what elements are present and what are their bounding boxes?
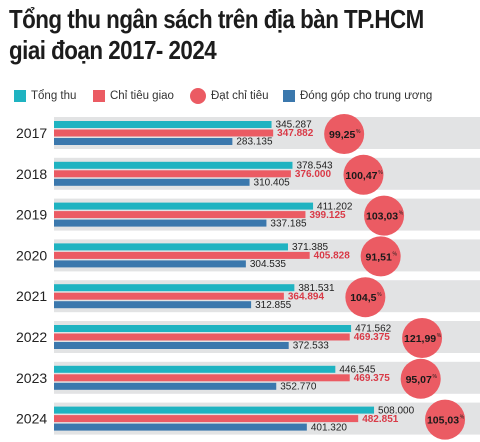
badge-value: 104,5 — [350, 292, 376, 304]
bar-dong-gop — [54, 219, 267, 227]
badge-value: 99,25 — [329, 129, 355, 141]
bar-dong-gop — [54, 342, 289, 349]
year-label: 2023 — [16, 370, 47, 386]
legend-item-dong-gop: Đóng góp cho trung ương — [283, 85, 432, 107]
badge-dat-chi-tieu — [364, 195, 405, 236]
badge-unit: % — [437, 333, 442, 339]
value-label-dong-gop: 312.855 — [255, 300, 292, 311]
legend-swatch-tong-thu — [14, 90, 26, 102]
badge-unit: % — [377, 292, 382, 298]
value-label-tong-thu: 508.000 — [378, 405, 415, 416]
year-label: 2017 — [16, 125, 47, 141]
badge-value: 103,03 — [366, 211, 398, 223]
legend-swatch-dat-chi-tieu — [190, 88, 206, 104]
bar-chi-tieu-giao — [54, 211, 306, 219]
value-label-tong-thu: 378.543 — [296, 161, 333, 172]
badge-unit: % — [433, 374, 438, 380]
year-label: 2018 — [16, 166, 47, 182]
value-label-dong-gop: 310.405 — [254, 178, 291, 189]
bar-tong-thu — [54, 121, 272, 128]
value-label-dong-gop: 283.135 — [236, 137, 273, 148]
badge-unit: % — [356, 129, 361, 135]
badge-dat-chi-tieu — [343, 154, 384, 195]
bar-dong-gop — [54, 382, 277, 390]
badge-value: 100,47 — [345, 170, 377, 182]
value-label-tong-thu: 411.202 — [317, 201, 353, 212]
badge-value: 105,03 — [427, 415, 459, 427]
value-label-tong-thu: 446.545 — [339, 365, 376, 376]
value-label-chi-tieu-giao: 364.894 — [288, 291, 325, 302]
year-label: 2024 — [16, 411, 47, 427]
value-label-chi-tieu-giao: 376.000 — [295, 169, 332, 180]
value-label-chi-tieu-giao: 405.828 — [314, 251, 351, 262]
value-label-dong-gop: 401.320 — [311, 422, 348, 433]
value-label-chi-tieu-giao: 347.882 — [277, 128, 314, 139]
badge-unit: % — [392, 251, 397, 257]
badge-value: 95,07 — [406, 374, 432, 386]
bar-dong-gop — [54, 178, 250, 186]
badge-unit: % — [378, 170, 383, 176]
badge-dat-chi-tieu — [402, 318, 443, 358]
value-label-dong-gop: 304.535 — [250, 259, 287, 270]
legend-label-dat-chi-tieu: Đạt chỉ tiêu — [211, 90, 269, 102]
badge-value: 91,51 — [366, 251, 392, 263]
year-label: 2022 — [16, 329, 47, 345]
chart-title-line2: giai đoạn 2017- 2024 — [9, 35, 217, 65]
value-label-chi-tieu-giao: 482.851 — [362, 414, 399, 425]
year-label: 2020 — [16, 247, 47, 263]
chart-legend: Tổng thu Chỉ tiêu giao Đạt chỉ tiêu Đóng… — [14, 85, 476, 107]
legend-item-tong-thu: Tổng thu — [14, 85, 76, 107]
value-label-chi-tieu-giao: 469.375 — [354, 332, 391, 343]
badge-dat-chi-tieu — [425, 399, 466, 440]
chart-title-line1: Tổng thu ngân sách trên địa bàn TP.HCM — [9, 4, 424, 34]
legend-label-tong-thu: Tổng thu — [31, 90, 77, 102]
bar-tong-thu — [54, 243, 288, 251]
value-label-tong-thu: 345.287 — [276, 120, 313, 131]
value-label-tong-thu: 381.531 — [298, 283, 335, 294]
legend-swatch-dong-gop — [283, 90, 295, 102]
bar-dong-gop — [54, 423, 307, 431]
bar-chi-tieu-giao — [54, 170, 291, 178]
bar-tong-thu — [54, 365, 336, 373]
bar-chi-tieu-giao — [54, 292, 284, 300]
bar-chi-tieu-giao — [54, 333, 350, 341]
value-label-chi-tieu-giao: 399.125 — [309, 210, 346, 221]
bar-dong-gop — [54, 301, 252, 309]
badge-dat-chi-tieu — [345, 277, 386, 318]
bar-chi-tieu-giao — [54, 251, 310, 259]
legend-label-dong-gop: Đóng góp cho trung ương — [300, 90, 433, 102]
value-label-dong-gop: 337.185 — [270, 218, 307, 229]
bar-dong-gop — [54, 260, 246, 268]
badge-dat-chi-tieu — [400, 358, 441, 399]
value-label-tong-thu: 371.385 — [292, 242, 329, 253]
value-label-chi-tieu-giao: 469.375 — [354, 373, 391, 384]
badge-unit: % — [399, 211, 404, 217]
badge-dat-chi-tieu — [360, 236, 401, 277]
bar-tong-thu — [54, 202, 314, 210]
bar-tong-thu — [54, 284, 295, 292]
badge-unit: % — [460, 415, 465, 421]
bar-chi-tieu-giao — [54, 129, 274, 137]
bar-chi-tieu-giao — [54, 374, 350, 382]
legend-item-chi-tieu-giao: Chỉ tiêu giao — [93, 85, 174, 107]
value-label-tong-thu: 471.562 — [355, 324, 392, 335]
value-label-dong-gop: 372.533 — [293, 341, 330, 352]
bar-chi-tieu-giao — [54, 415, 359, 423]
bar-tong-thu — [54, 406, 375, 414]
bar-tong-thu — [54, 161, 293, 169]
chart-title: Tổng thu ngân sách trên địa bàn TP.HCM g… — [9, 4, 424, 66]
legend-swatch-chi-tieu-giao — [93, 90, 105, 102]
badge-dat-chi-tieu — [324, 114, 365, 154]
badge-value: 121,99 — [404, 333, 436, 345]
value-label-dong-gop: 352.770 — [280, 382, 317, 393]
bar-tong-thu — [54, 325, 352, 332]
legend-item-dat-chi-tieu: Đạt chỉ tiêu — [190, 85, 269, 107]
year-label: 2021 — [16, 288, 47, 304]
legend-label-chi-tieu-giao: Chỉ tiêu giao — [110, 90, 174, 102]
bar-dong-gop — [54, 138, 233, 145]
year-label: 2019 — [16, 207, 47, 223]
